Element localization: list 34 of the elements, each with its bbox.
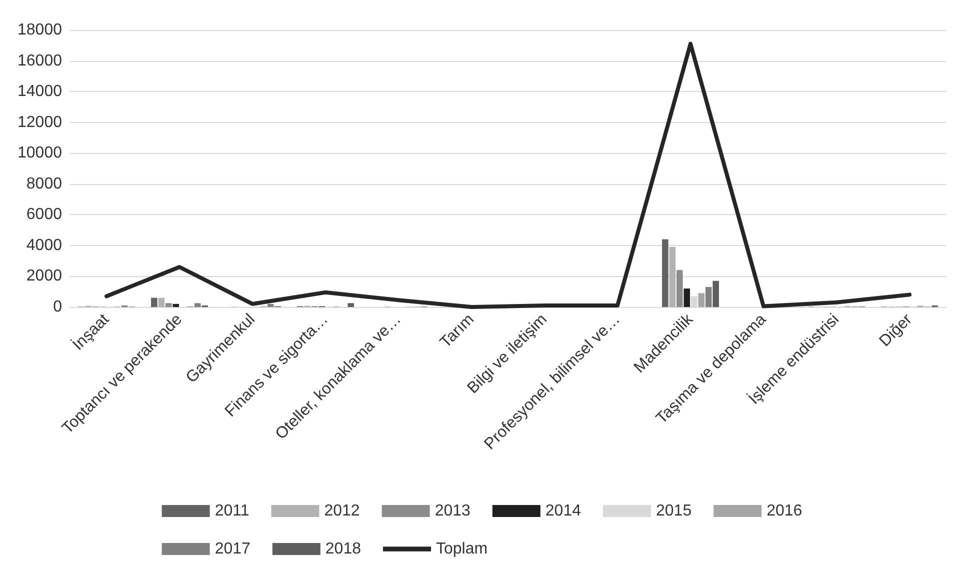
legend-label: 2016 [766, 502, 802, 520]
y-tick-label: 8000 [26, 175, 62, 192]
bar [698, 293, 704, 307]
legend-label: 2013 [434, 502, 471, 520]
bar [348, 303, 354, 307]
legend-label: 2012 [324, 502, 360, 520]
legend-label: Toplam [436, 540, 488, 558]
bar [669, 246, 676, 307]
bar [151, 298, 158, 307]
y-tick-label: 0 [53, 298, 62, 316]
bar [158, 298, 165, 307]
bar [172, 304, 180, 307]
y-tick-label: 4000 [26, 236, 62, 254]
bar [684, 288, 690, 307]
legend-label: 2015 [656, 502, 692, 520]
bar [712, 280, 719, 307]
legend-label: 2018 [325, 540, 362, 558]
bar [267, 304, 274, 307]
y-tick-label: 10000 [18, 144, 62, 162]
bar [705, 286, 712, 307]
legend-label: 2014 [545, 502, 582, 520]
bar [166, 303, 172, 307]
line-series [104, 42, 912, 309]
bar [662, 239, 668, 307]
y-tick-label: 12000 [18, 114, 62, 131]
legend-label: 2011 [214, 502, 250, 520]
y-tick-label: 18000 [18, 22, 62, 38]
bar [194, 303, 201, 307]
y-tick-label: 16000 [18, 52, 62, 70]
legend-label: 2017 [214, 540, 251, 558]
bar [676, 270, 683, 307]
y-tick-label: 2000 [26, 268, 62, 285]
y-tick-label: 14000 [18, 83, 62, 100]
y-tick-label: 6000 [26, 206, 62, 224]
